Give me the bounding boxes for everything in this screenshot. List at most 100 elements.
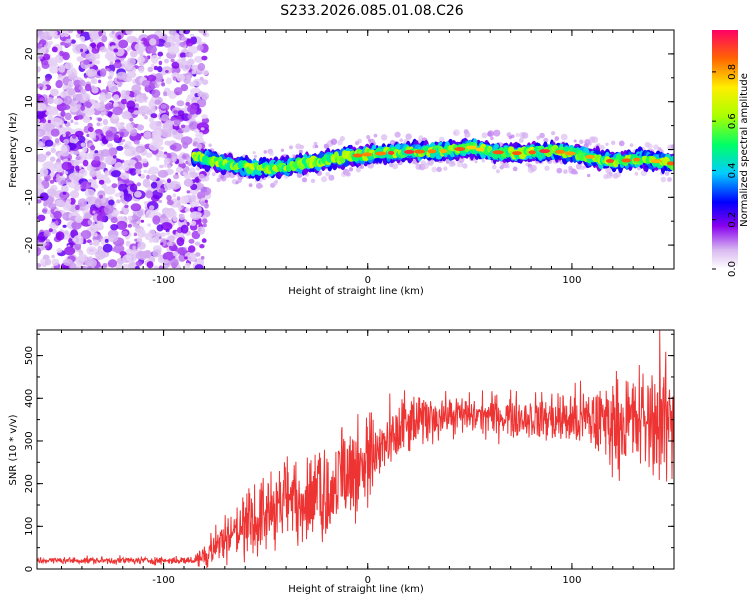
heatmap-halo-cell (301, 177, 308, 183)
heatmap-noise-cell (55, 177, 62, 183)
heatmap-noise-cell (43, 230, 50, 237)
heatmap-noise-cell (194, 241, 201, 246)
heatmap-peak-cell (564, 151, 576, 156)
heatmap-noise-cell (181, 36, 187, 41)
heatmap-halo-cell (544, 165, 550, 171)
heatmap-noise-cell (188, 238, 195, 244)
heatmap-noise-cell (75, 165, 80, 171)
heatmap-noise-cell (154, 72, 164, 82)
heatmap-noise-cell (185, 160, 189, 165)
heatmap-noise-cell (135, 168, 142, 175)
heatmap-noise-cell (195, 133, 200, 138)
heatmap-noise-cell (126, 159, 138, 169)
heatmap-halo-cell (452, 129, 460, 137)
heatmap-noise-cell (200, 186, 212, 196)
heatmap-noise-cell (191, 70, 197, 75)
heatmap-halo-cell (640, 170, 647, 177)
heatmap-noise-cell (134, 110, 139, 115)
heatmap-noise-cell (100, 92, 106, 99)
heatmap-noise-cell (149, 205, 155, 211)
heatmap-noise-cell (131, 150, 136, 155)
heatmap-noise-cell (62, 191, 67, 195)
heatmap-halo-cell (653, 144, 659, 150)
heatmap-noise-cell (45, 239, 51, 243)
heatmap-noise-cell (87, 219, 93, 225)
heatmap-noise-cell (45, 77, 51, 82)
heatmap-halo-cell (394, 131, 401, 138)
heatmap-noise-cell (146, 152, 153, 158)
heatmap-peak-cell (439, 149, 448, 154)
heatmap-noise-cell (151, 89, 161, 98)
heatmap-noise-cell (148, 141, 159, 151)
heatmap-noise-cell (74, 215, 84, 223)
heatmap-noise-cell (123, 209, 127, 214)
heatmap-noise-cell (84, 75, 88, 79)
heatmap-noise-cell (177, 110, 185, 117)
heatmap-noise-cell (105, 92, 112, 100)
heatmap-peak-cell (512, 151, 522, 156)
heatmap-noise-cell (167, 164, 172, 169)
heatmap-noise-cell (72, 134, 77, 139)
heatmap-noise-cell (65, 38, 72, 44)
heatmap-noise-cell (65, 131, 71, 136)
heatmap-noise-cell (138, 66, 145, 73)
heatmap-noise-cell (99, 68, 107, 77)
heatmap-noise-cell (96, 213, 106, 223)
heatmap-noise-cell (170, 58, 175, 63)
heatmap-noise-cell (75, 33, 81, 39)
heatmap-noise-cell (167, 235, 176, 242)
heatmap-noise-cell (64, 112, 72, 121)
heatmap-noise-cell (78, 135, 86, 143)
spectrogram-ylabel: Frequency (Hz) (8, 112, 19, 188)
heatmap-noise-cell (197, 207, 202, 212)
heatmap-noise-cell (136, 124, 144, 131)
heatmap-noise-cell (168, 30, 177, 36)
heatmap-noise-cell (40, 43, 43, 47)
heatmap-noise-cell (87, 46, 93, 51)
heatmap-halo-cell (543, 137, 549, 143)
y-tick-label: 500 (24, 346, 35, 365)
heatmap-halo-cell (310, 178, 316, 184)
heatmap-noise-cell (176, 58, 183, 64)
heatmap-noise-cell (124, 204, 129, 209)
heatmap-noise-cell (113, 61, 122, 69)
heatmap-halo-cell (629, 143, 634, 148)
heatmap-noise-cell (112, 94, 120, 102)
heatmap-noise-cell (73, 160, 80, 165)
heatmap-noise-cell (79, 79, 86, 87)
heatmap-noise-cell (84, 188, 96, 198)
heatmap-noise-cell (176, 43, 180, 48)
heatmap-noise-cell (60, 41, 66, 46)
heatmap-noise-cell (117, 34, 122, 40)
heatmap-noise-cell (116, 71, 128, 80)
heatmap-noise-cell (143, 169, 148, 174)
heatmap-noise-cell (47, 210, 51, 215)
heatmap-noise-cell (188, 52, 194, 58)
heatmap-halo-cell (660, 176, 667, 183)
heatmap-noise-cell (204, 199, 208, 203)
heatmap-noise-cell (63, 120, 68, 124)
heatmap-noise-cell (134, 43, 145, 52)
heatmap-noise-cell (54, 138, 60, 144)
heatmap-noise-cell (166, 200, 174, 206)
heatmap-noise-cell (105, 178, 112, 184)
heatmap-noise-cell (159, 164, 164, 169)
heatmap-halo-cell (254, 155, 257, 158)
heatmap-noise-cell (112, 106, 123, 116)
heatmap-noise-cell (163, 91, 168, 97)
heatmap-noise-cell (106, 68, 111, 72)
heatmap-noise-cell (138, 50, 144, 56)
heatmap-noise-cell (93, 102, 101, 109)
heatmap-peak-cell (414, 149, 426, 154)
heatmap-noise-cell (85, 101, 92, 109)
heatmap-noise-cell (126, 47, 131, 52)
heatmap-halo-cell (518, 137, 524, 143)
heatmap-noise-cell (180, 136, 193, 146)
heatmap-noise-cell (173, 110, 178, 114)
heatmap-noise-cell (187, 113, 192, 120)
heatmap-noise-cell (119, 131, 125, 137)
heatmap-noise-cell (42, 46, 47, 51)
heatmap-noise-cell (177, 247, 187, 255)
heatmap-noise-cell (197, 62, 206, 71)
heatmap-noise-cell (48, 228, 53, 233)
